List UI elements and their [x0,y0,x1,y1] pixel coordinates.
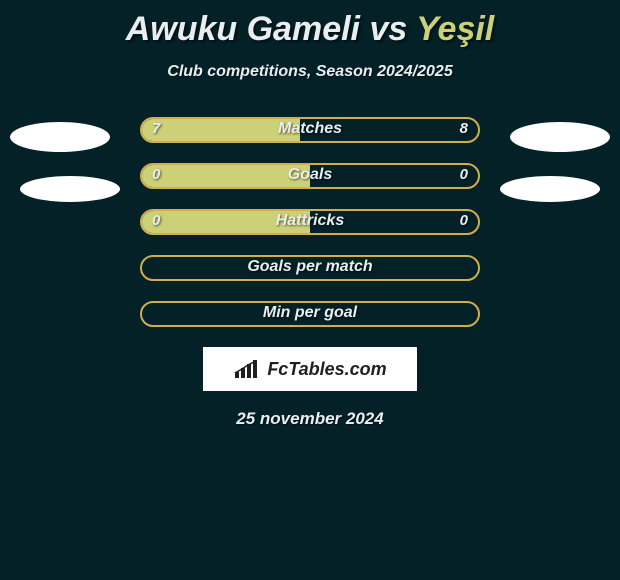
logo-text: FcTables.com [267,359,386,380]
stat-label: Hattricks [142,212,478,230]
player2-name: Yeşil [416,10,494,48]
photo-placeholder-left-1 [10,122,110,152]
photo-placeholder-left-2 [20,176,120,202]
photo-placeholder-right-1 [510,122,610,152]
stat-row: Goals per match [140,255,480,281]
player1-name: Awuku Gameli [126,10,360,48]
stat-row: 0Hattricks0 [140,209,480,235]
stat-right-value: 0 [460,166,468,183]
photo-placeholder-right-2 [500,176,600,202]
stats-container: 7Matches80Goals00Hattricks0Goals per mat… [140,117,480,327]
vs-text: vs [369,10,407,48]
stat-row: 0Goals0 [140,163,480,189]
stat-right-value: 8 [460,120,468,137]
stat-label: Min per goal [142,304,478,322]
stat-label: Goals [142,166,478,184]
date-text: 25 november 2024 [0,409,620,429]
bar-chart-icon [233,358,261,380]
stat-label: Matches [142,120,478,138]
logo-box: FcTables.com [203,347,417,391]
subtitle: Club competitions, Season 2024/2025 [0,63,620,81]
stat-right-value: 0 [460,212,468,229]
stat-row: Min per goal [140,301,480,327]
stat-label: Goals per match [142,258,478,276]
stat-row: 7Matches8 [140,117,480,143]
page-title: Awuku Gameli vs Yeşil [0,0,620,49]
